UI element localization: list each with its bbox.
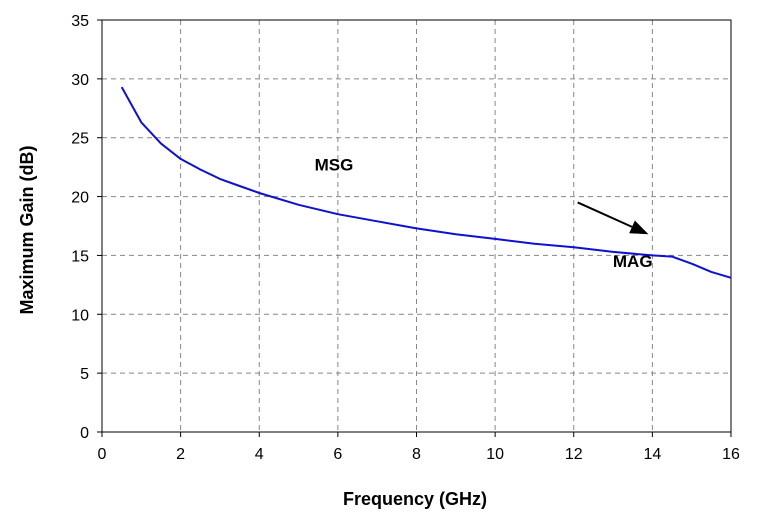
annotation-label-mag: MAG — [613, 252, 653, 271]
y-tick-label: 5 — [80, 366, 89, 383]
series-line — [120, 86, 732, 279]
x-tick-label: 0 — [98, 446, 107, 463]
annotations: MSG MAG — [315, 156, 653, 272]
x-tick-label: 4 — [255, 446, 264, 463]
y-tick-label: 15 — [71, 248, 89, 265]
y-tick-label: 30 — [71, 72, 89, 89]
x-tick-label: 8 — [412, 446, 421, 463]
y-tick-label: 20 — [71, 190, 89, 207]
y-axis-title: Maximum Gain (dB) — [17, 145, 37, 314]
tick-labels: 0 2 4 6 8 10 12 14 16 0 5 10 15 20 25 30 35 — [71, 13, 740, 463]
x-tick-label: 10 — [486, 446, 504, 463]
arrow-head — [629, 220, 649, 235]
x-tick-label: 12 — [565, 446, 583, 463]
y-tick-label: 10 — [71, 307, 89, 324]
y-tick-label: 0 — [80, 425, 89, 442]
y-tick-label: 25 — [71, 131, 89, 148]
x-tick-label: 6 — [333, 446, 342, 463]
arrow-shaft — [577, 201, 633, 228]
y-tick-label: 35 — [71, 13, 89, 30]
annotation-label-msg: MSG — [315, 156, 354, 175]
grid — [102, 20, 731, 432]
axes — [97, 19, 732, 437]
x-tick-label: 16 — [722, 446, 740, 463]
series — [120, 86, 732, 279]
x-tick-label: 2 — [176, 446, 185, 463]
x-axis-title: Frequency (GHz) — [343, 489, 487, 509]
x-tick-label: 14 — [643, 446, 661, 463]
